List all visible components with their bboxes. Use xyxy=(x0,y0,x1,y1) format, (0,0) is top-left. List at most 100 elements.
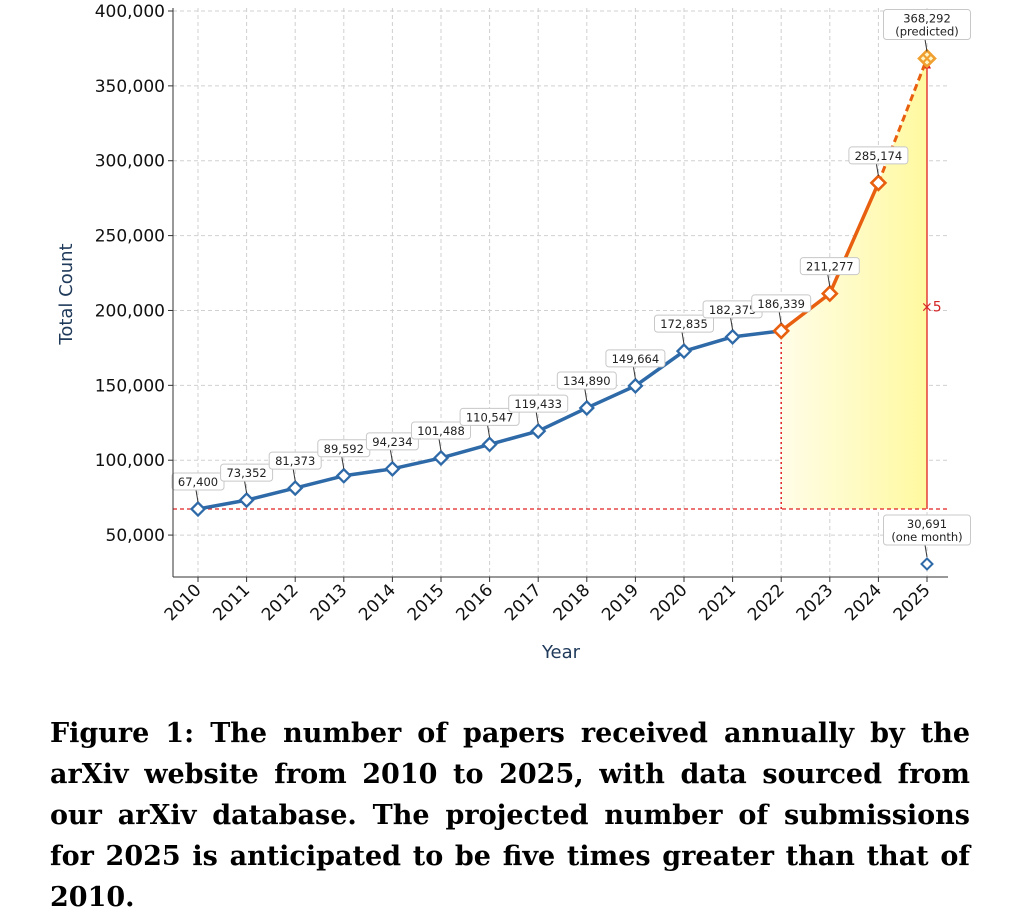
data-point-marker xyxy=(675,343,693,360)
data-label-text: 67,400 xyxy=(178,475,218,489)
x-tick-label: 2015 xyxy=(404,580,449,625)
y-tick-label: 250,000 xyxy=(95,227,165,247)
x-tick-label: 2014 xyxy=(355,580,400,625)
predicted-point-cross xyxy=(922,53,932,64)
partial-year-marker xyxy=(920,557,934,571)
data-label-text: 73,352 xyxy=(226,466,266,480)
reference-lines: ×5 xyxy=(173,60,948,510)
data-label-pointer xyxy=(924,39,928,52)
data-label-box xyxy=(605,349,666,368)
data-label: 73,352 xyxy=(220,463,274,494)
x-tick-label: 2017 xyxy=(501,580,546,625)
data-label: 211,277 xyxy=(799,257,860,287)
data-label-box xyxy=(883,514,971,546)
data-label-text: (one month) xyxy=(891,530,962,544)
x-tick-label: 2024 xyxy=(841,580,886,625)
data-label-pointer xyxy=(244,481,248,494)
data-label-pointer xyxy=(535,412,539,425)
data-label: 134,890 xyxy=(556,371,617,402)
x-tick-label: 2012 xyxy=(258,580,303,625)
data-point-marker xyxy=(869,174,888,192)
y-tick-label: 50,000 xyxy=(106,526,165,546)
data-label-box xyxy=(220,463,274,482)
data-label-box xyxy=(751,294,812,313)
x-tick-label: 2010 xyxy=(161,580,206,625)
data-label-box xyxy=(268,451,322,470)
data-label-pointer xyxy=(389,449,393,462)
data-label-text: 172,835 xyxy=(660,317,708,331)
data-label-text: 149,664 xyxy=(612,352,660,366)
data-label-text: 285,174 xyxy=(855,149,903,163)
data-point-marker xyxy=(384,460,401,477)
data-point-marker xyxy=(578,399,595,417)
data-label-pointer xyxy=(681,332,685,345)
data-label-text: 89,592 xyxy=(324,442,364,456)
x-tick-label: 2023 xyxy=(793,580,838,625)
data-label: 30,691(one month) xyxy=(883,514,971,558)
data-label-text: 119,433 xyxy=(514,397,562,411)
data-label-box xyxy=(508,394,569,413)
data-point-marker xyxy=(432,449,450,467)
data-label-text: 110,547 xyxy=(466,410,514,424)
data-point-marker xyxy=(189,500,207,518)
y-tick-label: 350,000 xyxy=(95,77,165,97)
data-label-pointer xyxy=(778,311,782,325)
multiplier-label: ×5 xyxy=(921,300,942,316)
data-label: 149,664 xyxy=(605,349,666,379)
data-point-marker xyxy=(335,467,352,484)
data-label-text: 81,373 xyxy=(275,454,315,468)
data-point-marker xyxy=(627,377,644,394)
data-label-pointer xyxy=(875,163,879,177)
y-tick-label: 150,000 xyxy=(95,376,165,396)
data-labels: 67,400 73,352 81,373 89,592 94,234 101,488110… xyxy=(171,8,971,558)
figure-caption: Figure 1: The number of papers received … xyxy=(50,718,970,913)
x-axis-title: Year xyxy=(541,642,581,663)
y-axis-title: Total Count xyxy=(56,243,77,345)
data-label-pointer xyxy=(438,438,442,452)
y-tick-label: 200,000 xyxy=(95,301,165,321)
data-label-pointer xyxy=(924,544,928,558)
y-tick-labels: 50,000 100,000 150,000 200,000 250,000 300,00… xyxy=(95,2,165,546)
growth-fill xyxy=(781,58,927,510)
data-label: 89,592 xyxy=(317,439,371,469)
data-label-box xyxy=(848,146,909,165)
data-point-marker xyxy=(820,284,839,303)
data-label-text: 211,277 xyxy=(806,260,854,274)
x-tick-label: 2016 xyxy=(452,580,497,625)
data-label: 172,835 xyxy=(654,314,714,345)
data-label-text: 368,292 xyxy=(903,11,951,25)
data-label-box xyxy=(799,257,860,276)
data-point-marker xyxy=(772,322,791,340)
data-point-marker xyxy=(724,328,741,345)
x-tick-label: 2019 xyxy=(598,580,643,625)
data-point-marker xyxy=(238,491,255,509)
data-point-marker xyxy=(481,436,498,453)
data-label: 94,234 xyxy=(365,432,419,462)
data-label: 186,339 xyxy=(751,294,812,325)
data-label: 285,174 xyxy=(848,146,909,177)
data-label-text: 101,488 xyxy=(417,424,465,438)
x-tick-labels: 2010 2011 2012 2013 2014 2015 2016 2017 2018 2019… xyxy=(161,580,935,625)
data-label-box xyxy=(654,314,714,333)
data-label: 182,375 xyxy=(702,300,763,330)
data-label-pointer xyxy=(730,317,734,330)
data-markers xyxy=(189,48,937,571)
data-label: 368,292(predicted) xyxy=(883,8,971,52)
data-label-pointer xyxy=(487,425,491,438)
data-label: 110,547 xyxy=(459,407,520,438)
data-label-text: (predicted) xyxy=(895,24,959,38)
data-label-pointer xyxy=(584,388,588,402)
data-label-box xyxy=(411,421,471,440)
x-tick-label: 2025 xyxy=(890,580,935,625)
y-tick-label: 400,000 xyxy=(95,2,165,22)
data-label-pointer xyxy=(827,274,831,287)
x-tick-label: 2011 xyxy=(209,580,254,625)
data-label-box xyxy=(365,432,419,451)
x-tick-label: 2021 xyxy=(695,580,740,625)
data-label-box xyxy=(459,407,520,426)
x-tick-label: 2018 xyxy=(550,580,595,625)
data-label-text: 186,339 xyxy=(757,297,805,311)
y-tick-label: 300,000 xyxy=(95,152,165,172)
data-label: 81,373 xyxy=(268,451,322,482)
data-point-marker xyxy=(287,479,304,497)
